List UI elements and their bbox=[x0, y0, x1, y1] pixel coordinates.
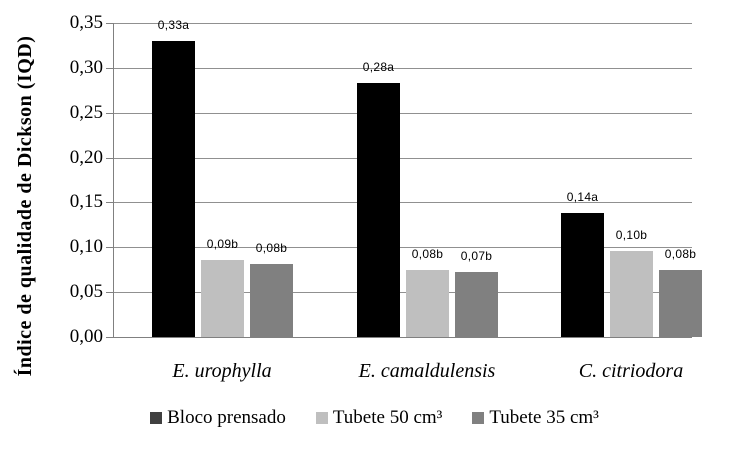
category-label: E. camaldulensis bbox=[358, 360, 496, 382]
y-tick-label: 0,35 bbox=[69, 12, 103, 33]
y-tick-label: 0,10 bbox=[69, 236, 103, 257]
bar-value-label: 0,07b bbox=[460, 249, 493, 263]
legend-item: Bloco prensado bbox=[150, 407, 286, 429]
bar bbox=[610, 251, 653, 337]
gridline bbox=[113, 23, 692, 24]
y-tick-mark bbox=[106, 113, 113, 114]
y-tick-label: 0,25 bbox=[69, 102, 103, 123]
bar-value-label: 0,08b bbox=[255, 241, 288, 255]
y-tick-label: 0,30 bbox=[69, 57, 103, 78]
y-tick-mark bbox=[106, 158, 113, 159]
bar bbox=[357, 83, 400, 337]
y-tick-label: 0,15 bbox=[69, 191, 103, 212]
bar bbox=[152, 41, 195, 337]
legend-swatch bbox=[315, 412, 328, 424]
bar bbox=[455, 272, 498, 337]
x-axis-line bbox=[113, 337, 692, 338]
legend-swatch bbox=[150, 412, 163, 424]
bar-value-label: 0,08b bbox=[411, 247, 444, 261]
bar bbox=[561, 213, 604, 337]
gridline bbox=[113, 113, 692, 114]
bar-value-label: 0,10b bbox=[615, 228, 648, 242]
y-tick-label: 0,05 bbox=[69, 281, 103, 302]
gridline bbox=[113, 292, 692, 293]
bar bbox=[250, 264, 293, 337]
bar-value-label: 0,09b bbox=[206, 237, 239, 251]
legend-item: Tubete 50 cm³ bbox=[315, 407, 443, 429]
legend-label: Bloco prensado bbox=[167, 407, 286, 428]
y-tick-mark bbox=[106, 23, 113, 24]
bar-value-label: 0,28a bbox=[362, 60, 395, 74]
category-label: C. citriodora bbox=[578, 360, 684, 382]
y-tick-mark bbox=[106, 247, 113, 248]
bar bbox=[659, 270, 702, 337]
y-tick-mark bbox=[106, 292, 113, 293]
y-tick-label: 0,00 bbox=[69, 326, 103, 347]
bar-value-label: 0,08b bbox=[664, 247, 697, 261]
legend-swatch bbox=[472, 412, 485, 424]
bar bbox=[201, 260, 244, 337]
y-tick-mark bbox=[106, 337, 113, 338]
legend-label: Tubete 35 cm³ bbox=[489, 407, 599, 428]
gridline bbox=[113, 202, 692, 203]
bar-value-label: 0,33a bbox=[157, 18, 190, 32]
bar bbox=[406, 270, 449, 337]
y-tick-label: 0,20 bbox=[69, 147, 103, 168]
y-tick-mark bbox=[106, 68, 113, 69]
legend-item: Tubete 35 cm³ bbox=[472, 407, 599, 429]
category-label: E. urophylla bbox=[172, 360, 272, 382]
bar-value-label: 0,14a bbox=[566, 190, 599, 204]
gridline bbox=[113, 247, 692, 248]
y-tick-mark bbox=[106, 202, 113, 203]
legend-label: Tubete 50 cm³ bbox=[332, 407, 443, 428]
chart-legend: Bloco prensado Tubete 50 cm³ Tubete 35 cm³ bbox=[0, 407, 749, 429]
gridline bbox=[113, 68, 692, 69]
y-axis-line bbox=[113, 23, 114, 338]
gridline bbox=[113, 158, 692, 159]
